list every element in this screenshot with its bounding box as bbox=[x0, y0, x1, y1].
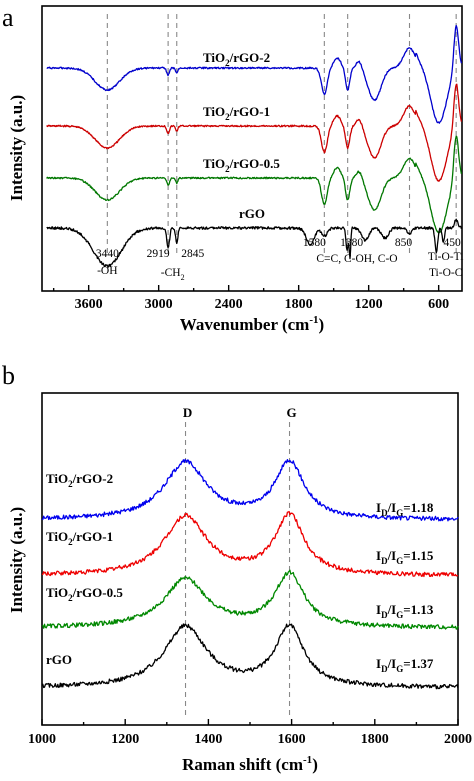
panel-a-annotation: Ti-O-Ti bbox=[428, 251, 464, 263]
panel-b-series-label-tio2-rgo-0-5: TiO2/rGO-0.5 bbox=[46, 585, 123, 603]
panel-a-annotation: 1380 bbox=[340, 237, 363, 249]
panel-a-x-tick-label: 1800 bbox=[285, 297, 313, 312]
panel-b-curve-tio2-rgo-1 bbox=[41, 510, 459, 578]
panel-b-series-label-tio2-rgo-1: TiO2/rGO-1 bbox=[46, 529, 113, 547]
panel-b-ratio-label-tio2-rgo-2: ID/IG=1.18 bbox=[376, 500, 434, 518]
panel-a-plot-frame bbox=[41, 5, 463, 292]
panel-b-x-tick-label: 1800 bbox=[361, 732, 389, 747]
panel-b-peak-label: G bbox=[286, 405, 296, 420]
panel-b-curves bbox=[41, 458, 459, 690]
panel-a-curve-rgo bbox=[46, 218, 463, 268]
panel-a-x-axis-label: Wavenumber (cm-1) bbox=[180, 314, 324, 334]
panel-b-series-label-tio2-rgo-2: TiO2/rGO-2 bbox=[46, 471, 113, 489]
panel-a-annotation: 850 bbox=[395, 237, 413, 249]
panel-a-annotation: 2845 bbox=[181, 248, 204, 260]
panel-a-x-ticks: 3600 3000 2400 1800 1200 600 bbox=[52, 285, 449, 312]
panel-b-ratio-label-tio2-rgo-0-5: ID/IG=1.13 bbox=[376, 602, 434, 620]
panel-a-x-tick-label: 3000 bbox=[145, 297, 173, 312]
panel-a-y-axis-label: Intensity (a.u.) bbox=[7, 95, 26, 201]
panel-b-x-tick-label: 2000 bbox=[444, 732, 472, 747]
panel-b-x-tick-label: 1200 bbox=[111, 732, 139, 747]
panel-a-x-tick-label: 2400 bbox=[215, 297, 243, 312]
panel-a-annotation: -OH bbox=[97, 265, 117, 277]
panel-b-x-ticks: 1000 1200 1400 1600 1800 2000 bbox=[28, 719, 472, 747]
panel-a-curve-tio2-rgo-2 bbox=[46, 24, 463, 124]
panel-b-series-label-rgo: rGO bbox=[46, 652, 72, 667]
panel-a-x-tick-label: 600 bbox=[428, 297, 449, 312]
panel-a: a 3600 3000 2400 1800 1200 600 TiO2/rGO-2TiO2… bbox=[2, 3, 463, 334]
panel-b-curve-tio2-rgo-0-5 bbox=[41, 569, 459, 630]
panel-b-x-tick-label: 1000 bbox=[28, 732, 56, 747]
panel-a-annotation: C=C, C-OH, C-O bbox=[316, 253, 397, 265]
panel-a-curve-tio2-rgo-1 bbox=[46, 83, 463, 182]
panel-b-ratio-labels: ID/IG=1.18 ID/IG=1.15 ID/IG=1.13 ID/IG=1.37 bbox=[376, 500, 434, 674]
panel-b-ratio-label-tio2-rgo-1: ID/IG=1.15 bbox=[376, 548, 434, 566]
panel-b-x-axis-label: Raman shift (cm-1) bbox=[182, 754, 318, 774]
panel-b-ratio-label-rgo: ID/IG=1.37 bbox=[376, 656, 434, 674]
panel-a-letter: a bbox=[2, 3, 14, 32]
panel-b-curve-rgo bbox=[41, 623, 459, 690]
panel-a-annotation: 450 bbox=[444, 237, 462, 249]
panel-b-y-axis-label: Intensity (a.u.) bbox=[7, 507, 26, 613]
panel-a-series-label-tio2-rgo-2: TiO2/rGO-2 bbox=[203, 50, 270, 68]
panel-a-annotation: 3440 bbox=[96, 248, 119, 260]
panel-a-annotation: 2919 bbox=[147, 248, 170, 260]
panel-b-x-tick-label: 1400 bbox=[194, 732, 222, 747]
panel-a-curve-tio2-rgo-0-5 bbox=[46, 135, 463, 234]
panel-a-series-label-tio2-rgo-1: TiO2/rGO-1 bbox=[203, 104, 270, 122]
panel-a-curves bbox=[46, 24, 463, 268]
panel-a-annotation: Ti-O-C bbox=[429, 267, 463, 279]
panel-a-annotation: -CH2 bbox=[161, 267, 185, 282]
panel-b-series-labels: TiO2/rGO-2 TiO2/rGO-1 TiO2/rGO-0.5 rGO bbox=[46, 471, 123, 667]
panel-a-series-labels: TiO2/rGO-2 TiO2/rGO-1 TiO2/rGO-0.5 rGO bbox=[203, 50, 280, 221]
panel-a-annotation: 1580 bbox=[303, 237, 326, 249]
panel-a-marker-lines bbox=[106, 14, 457, 255]
panel-b-peak-label: D bbox=[183, 405, 192, 420]
panel-a-x-tick-label: 3600 bbox=[75, 297, 103, 312]
panel-a-series-label-rgo: rGO bbox=[239, 206, 265, 221]
panel-b-curve-tio2-rgo-2 bbox=[41, 458, 459, 522]
panel-b-x-tick-label: 1600 bbox=[278, 732, 306, 747]
panel-a-annotations: 3440 -OH 2919 2845 -CH2 1580 1380 850 450 C=C, C-… bbox=[96, 237, 464, 282]
panel-a-x-tick-label: 1200 bbox=[355, 297, 383, 312]
panel-b-letter: b bbox=[2, 361, 15, 390]
panel-a-series-label-tio2-rgo-0-5: TiO2/rGO-0.5 bbox=[203, 156, 280, 174]
